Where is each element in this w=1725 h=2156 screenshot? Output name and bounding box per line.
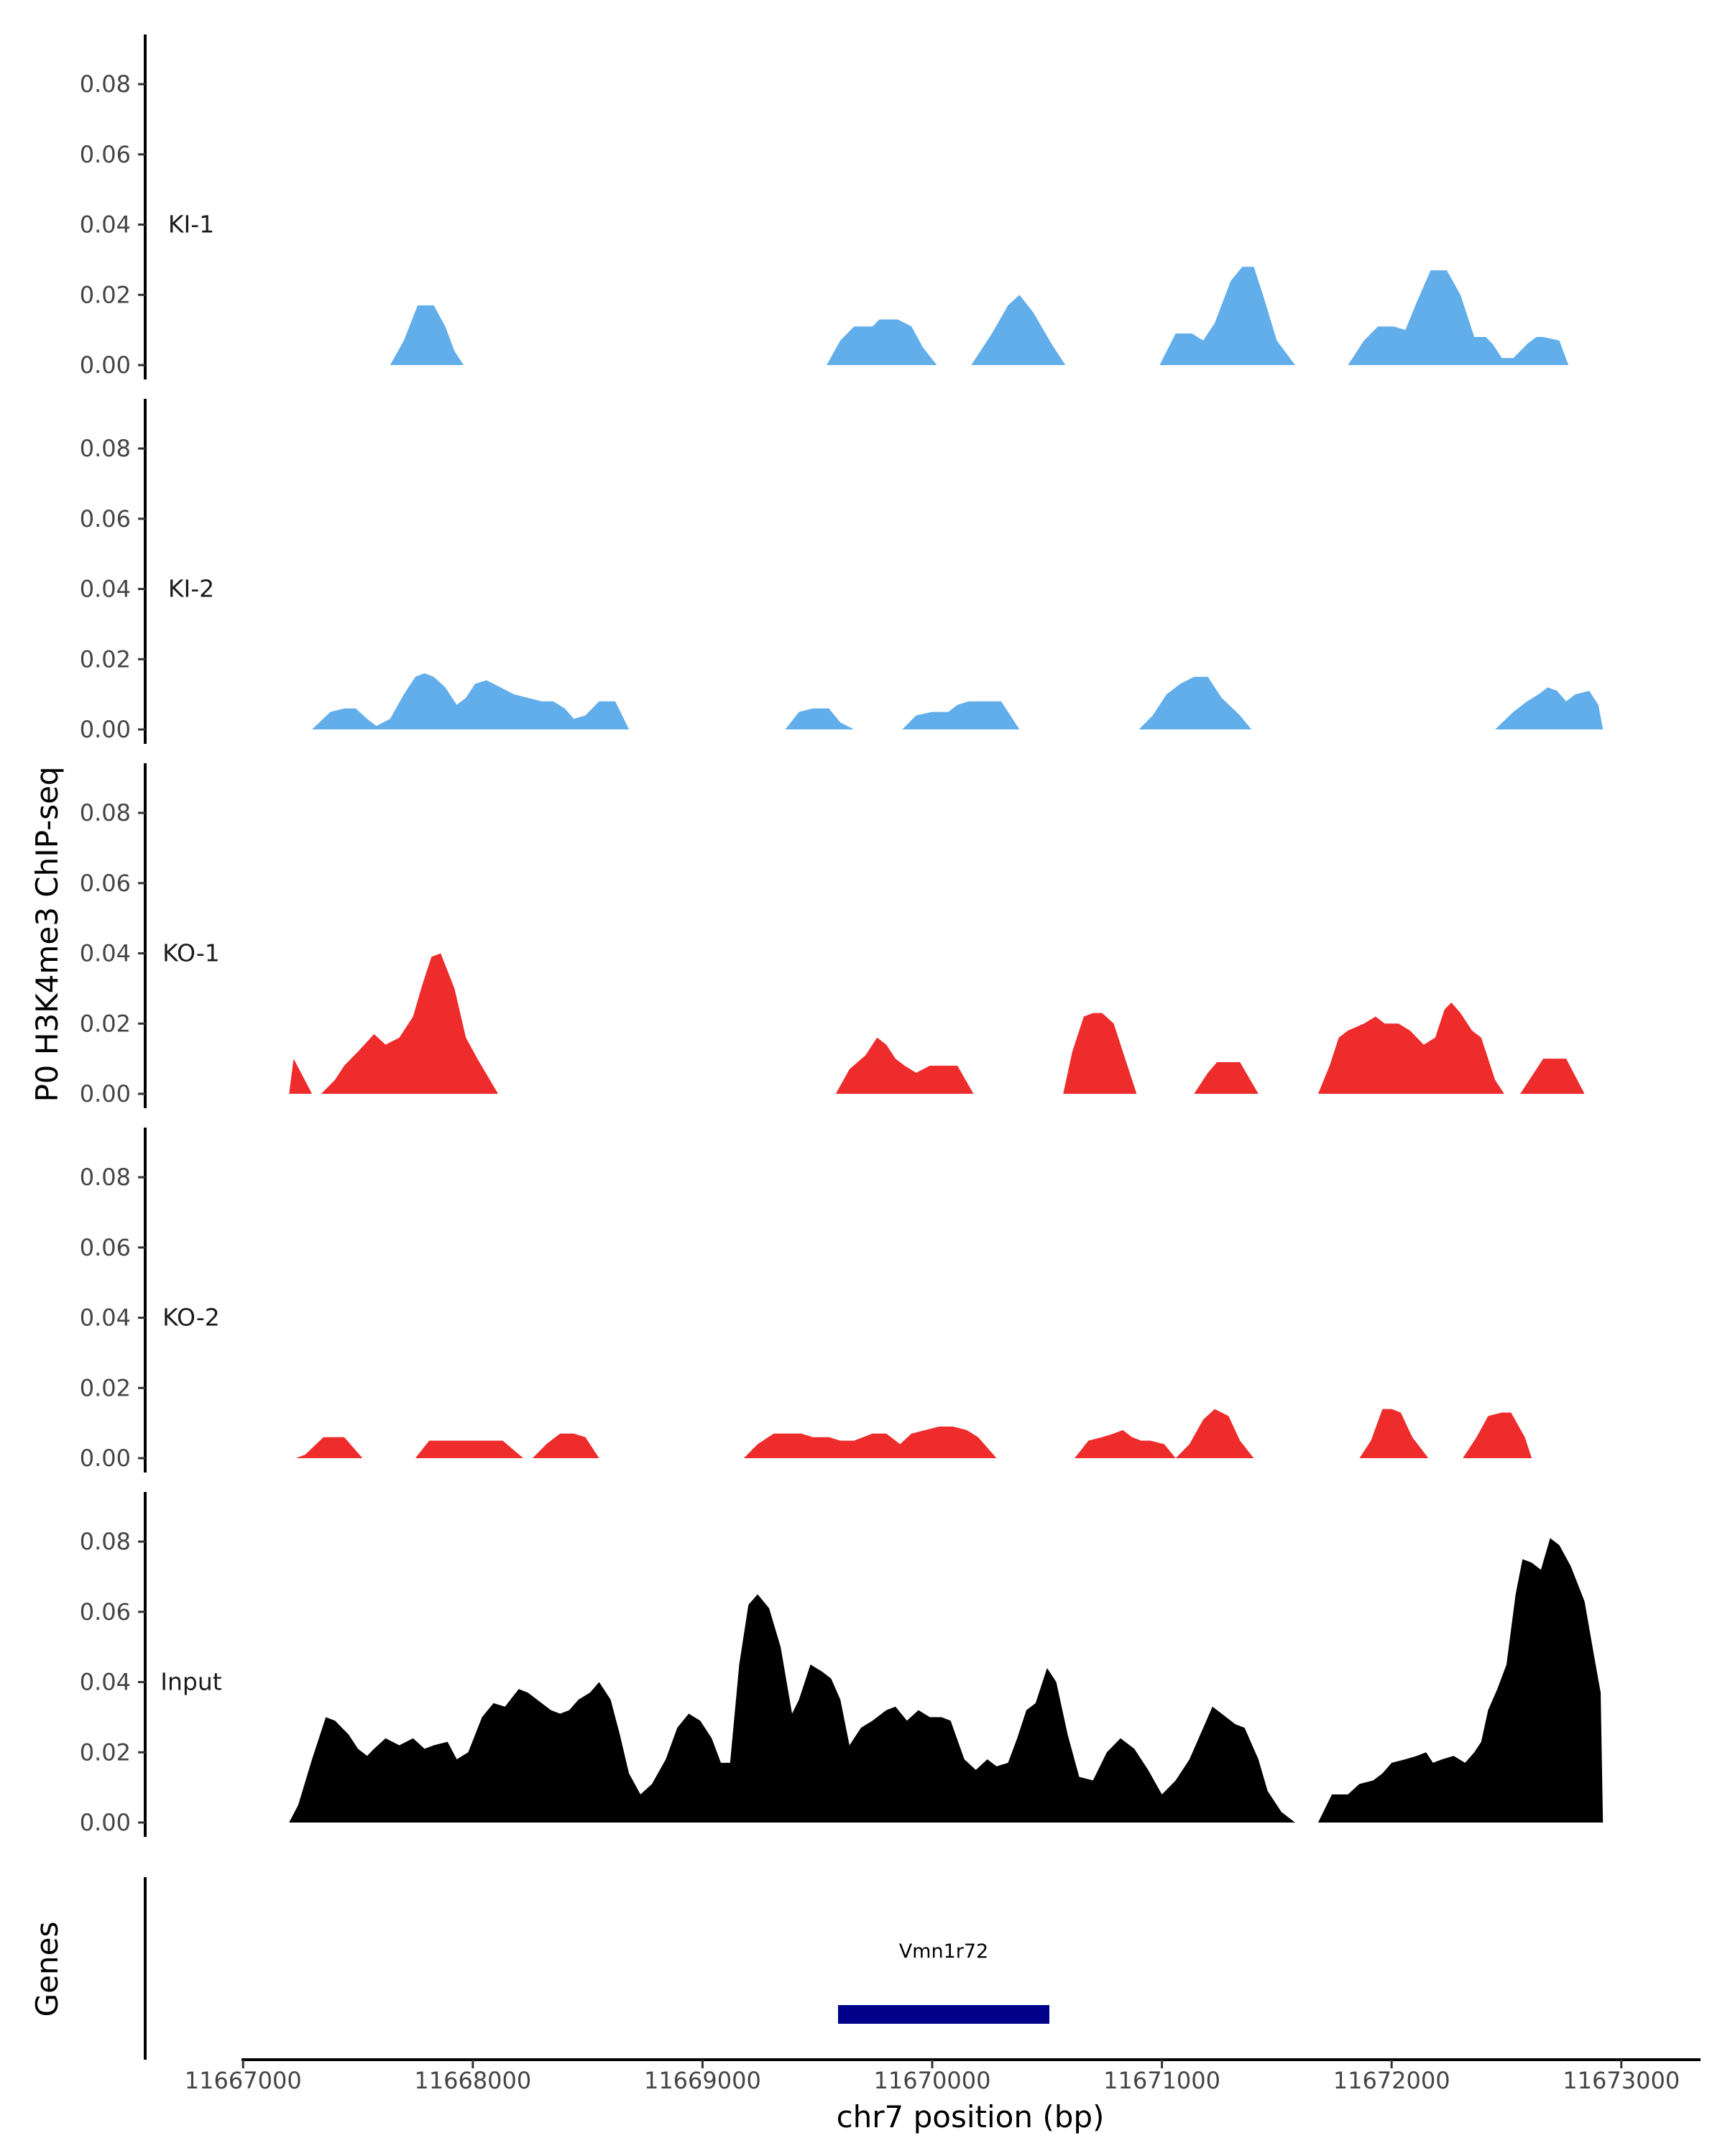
y-tick-label: 0.04 <box>80 1669 131 1696</box>
x-tick-label: 11672000 <box>1333 2067 1450 2094</box>
signal-area <box>785 708 855 729</box>
x-tick-label: 11669000 <box>644 2067 761 2094</box>
signal-area <box>1159 267 1295 365</box>
signal-area <box>827 319 937 365</box>
y-tick-label: 0.00 <box>80 1809 131 1836</box>
y-tick-label: 0.00 <box>80 1445 131 1472</box>
signal-area <box>289 1059 313 1094</box>
y-tick-label: 0.08 <box>80 799 131 826</box>
track-input: 0.00 0.02 0.04 0.06 0.08 Input <box>80 1492 1604 1837</box>
y-tick-label: 0.00 <box>80 1080 131 1107</box>
signal-area <box>1317 1003 1504 1094</box>
track-label: KI-1 <box>168 211 214 239</box>
y-tick-label: 0.08 <box>80 435 131 462</box>
y-tick-label: 0.02 <box>80 1738 131 1766</box>
signal-area <box>289 1594 1295 1823</box>
x-tick-label: 11671000 <box>1103 2067 1220 2094</box>
y-tick-label: 0.04 <box>80 1304 131 1332</box>
y-tick-label: 0.04 <box>80 576 131 603</box>
y-tick-label: 0.02 <box>80 1010 131 1037</box>
signal-area <box>1194 1062 1259 1094</box>
gene-body-vmn1r72 <box>837 2005 1049 2024</box>
signal-area <box>902 701 1020 729</box>
track-ko-2: 0.00 0.02 0.04 0.06 0.08 KO-2 <box>80 1128 1532 1473</box>
y-tick-label: 0.08 <box>80 70 131 98</box>
x-axis-title: chr7 position (bp) <box>837 2099 1105 2134</box>
signal-area <box>1359 1409 1429 1458</box>
signal-area <box>415 1440 524 1458</box>
x-tick-label: 11667000 <box>185 2067 302 2094</box>
track-ki-1: 0.00 0.02 0.04 0.06 0.08 KI-1 <box>80 34 1569 379</box>
track-ki-2: 0.00 0.02 0.04 0.06 0.08 KI-2 <box>80 399 1604 744</box>
signal-area <box>312 673 630 729</box>
y-tick-label: 0.06 <box>80 141 131 168</box>
y-tick-label: 0.00 <box>80 716 131 743</box>
signal-area <box>1075 1429 1176 1458</box>
gene-label-vmn1r72: Vmn1r72 <box>899 1940 989 1963</box>
chip-seq-tracks: 0.00 0.02 0.04 0.06 0.08 KI-1 0.00 0.02 0.04 0.06… <box>80 34 1604 1837</box>
y-tick-label: 0.06 <box>80 1598 131 1626</box>
gene-track: Vmn1r72 <box>144 1877 1049 2060</box>
signal-area <box>1063 1013 1137 1094</box>
track-label: KO-1 <box>162 939 220 967</box>
y-axis-title: P0 H3K4me3 ChIP-seq <box>29 766 65 1102</box>
track-ko-1: 0.00 0.02 0.04 0.06 0.08 KO-1 <box>80 763 1585 1108</box>
y-tick-label: 0.06 <box>80 1234 131 1261</box>
signal-area <box>1175 1409 1254 1458</box>
y-tick-label: 0.04 <box>80 940 131 967</box>
y-tick-label: 0.02 <box>80 1374 131 1401</box>
y-tick-label: 0.02 <box>80 645 131 673</box>
y-tick-label: 0.02 <box>80 281 131 308</box>
y-tick-label: 0.06 <box>80 505 131 533</box>
signal-area <box>295 1437 363 1458</box>
signal-area <box>1520 1059 1585 1094</box>
x-tick-label: 11670000 <box>874 2067 991 2094</box>
signal-area <box>321 953 498 1094</box>
x-tick-label: 11673000 <box>1563 2067 1680 2094</box>
signal-area <box>1463 1412 1532 1458</box>
signal-area <box>1317 1538 1604 1823</box>
x-tick-label: 11668000 <box>414 2067 531 2094</box>
signal-area <box>743 1427 997 1458</box>
y-tick-label: 0.08 <box>80 1164 131 1191</box>
signal-area <box>1495 687 1604 729</box>
y-tick-label: 0.08 <box>80 1528 131 1555</box>
signal-area <box>532 1433 599 1458</box>
y-tick-label: 0.06 <box>80 870 131 897</box>
signal-area <box>835 1037 974 1094</box>
x-axis: 11667000 11668000 11669000 11670000 11671000… <box>185 2058 1701 2094</box>
track-label: KO-2 <box>162 1304 220 1332</box>
genes-axis-title: Genes <box>29 1922 65 2017</box>
signal-area <box>390 305 464 365</box>
signal-area <box>1138 676 1252 729</box>
track-label: KI-2 <box>168 575 214 603</box>
track-label: Input <box>160 1668 222 1696</box>
signal-area <box>971 295 1066 365</box>
signal-area <box>1348 270 1569 365</box>
y-tick-label: 0.04 <box>80 211 131 239</box>
y-tick-label: 0.00 <box>80 351 131 379</box>
